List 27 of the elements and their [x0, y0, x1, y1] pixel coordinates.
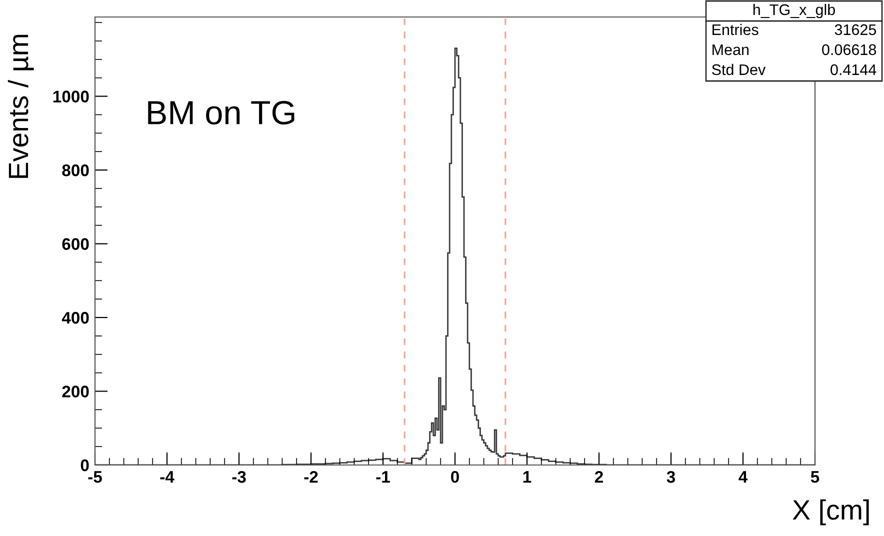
- y-tick-label: 200: [62, 386, 89, 398]
- text: 0.06618: [822, 44, 876, 56]
- text: 31625: [834, 24, 876, 36]
- y-axis-title: Events / µm: [8, 34, 34, 178]
- annotation: Std Dev: [712, 64, 766, 76]
- text: 0.4144: [830, 64, 876, 76]
- annotation: Entries: [712, 24, 758, 36]
- annotation: BM on TG: [148, 100, 294, 125]
- y-tick-label: 400: [62, 312, 89, 324]
- chart-title: h_TG_x_glb: [753, 4, 835, 18]
- x-tick-label: 2: [594, 470, 603, 483]
- y-tick-label: 0: [80, 459, 89, 472]
- x-tick-label: 5: [810, 471, 820, 483]
- y-tick-label: 600: [62, 238, 89, 250]
- annotation: Mean: [712, 44, 749, 56]
- y-tick-label: 800: [62, 164, 89, 176]
- x-tick-label: -1: [376, 471, 390, 483]
- x-tick-label: 4: [738, 471, 748, 483]
- x-tick-label: 3: [666, 470, 676, 483]
- x-tick-label: -5: [88, 471, 102, 483]
- x-axis-title: X [cm]: [792, 499, 869, 526]
- y-tick-label: 1000: [53, 90, 89, 102]
- x-tick-label: -3: [232, 470, 246, 483]
- x-tick-label: -4: [160, 471, 174, 483]
- x-tick-label: 0: [451, 470, 459, 483]
- x-tick-label: 1: [523, 471, 532, 483]
- x-tick-label: -2: [304, 470, 318, 483]
